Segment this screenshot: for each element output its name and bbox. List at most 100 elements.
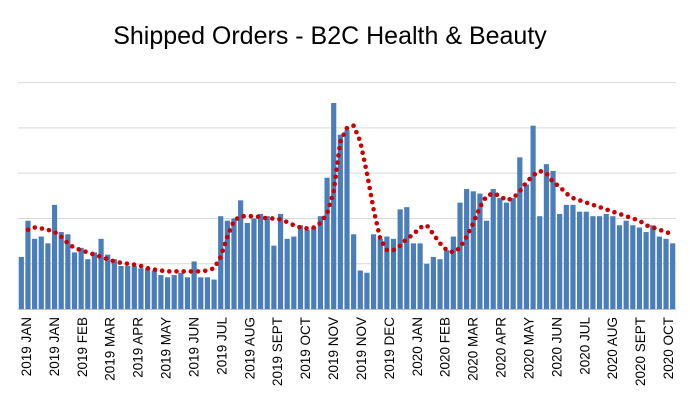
- x-tick-labels: 2019 JAN 2019 JAN 2019 FEB 2019 MAR 2019 APR…: [19, 317, 676, 387]
- bar: [424, 263, 430, 309]
- bar: [125, 265, 131, 309]
- bar: [271, 245, 277, 309]
- trend-point: [297, 224, 302, 230]
- bar: [503, 202, 510, 309]
- trend-point: [565, 192, 570, 197]
- x-tick-label: 2019 OCT: [298, 317, 313, 379]
- bar: [477, 193, 483, 309]
- trend-point: [90, 251, 95, 257]
- trend-point: [527, 176, 532, 182]
- trend-point: [455, 246, 461, 252]
- bar: [331, 103, 337, 309]
- trend-point: [632, 216, 638, 222]
- trend-point: [344, 125, 350, 131]
- trend-point: [332, 181, 337, 187]
- bar: [25, 220, 31, 309]
- trend-point: [360, 150, 365, 155]
- trend-point: [335, 160, 340, 165]
- bar: [138, 268, 144, 309]
- trend-series: [25, 123, 671, 274]
- trend-point: [188, 269, 194, 274]
- trend-point: [354, 129, 359, 135]
- bar: [437, 259, 443, 309]
- bar: [636, 227, 643, 309]
- trend-point: [337, 145, 342, 151]
- trend-point: [372, 213, 378, 219]
- bar: [91, 252, 98, 309]
- bar: [78, 247, 84, 309]
- trend-point: [549, 177, 554, 183]
- bar: [550, 170, 556, 309]
- trend-point: [248, 213, 254, 219]
- bar: [98, 238, 104, 309]
- bar: [224, 220, 230, 309]
- trend-point: [131, 262, 137, 267]
- x-tick-label: 2020 MAY: [521, 317, 536, 379]
- bar: [244, 222, 250, 309]
- trend-point: [612, 209, 617, 215]
- trend-point: [195, 269, 201, 274]
- trend-point: [202, 268, 208, 274]
- bar: [71, 252, 78, 309]
- bar: [171, 275, 177, 309]
- trend-point: [544, 172, 550, 177]
- trend-point: [220, 248, 226, 254]
- bar: [211, 279, 217, 309]
- bar: [164, 277, 171, 309]
- trend-point: [584, 200, 590, 206]
- bar: [337, 134, 343, 309]
- trend-point: [658, 228, 664, 233]
- bar: [543, 164, 549, 309]
- trend-point: [374, 221, 380, 226]
- bar: [264, 216, 270, 309]
- trend-point: [618, 212, 624, 217]
- trend-point: [336, 153, 341, 158]
- trend-point: [605, 207, 610, 213]
- trend-point: [331, 188, 337, 194]
- bar: [231, 218, 237, 309]
- bar: [277, 213, 284, 309]
- bar: [650, 225, 656, 309]
- trend-point: [371, 206, 376, 212]
- bar: [344, 130, 350, 309]
- trend-point: [262, 215, 268, 221]
- trend-point: [283, 219, 289, 224]
- trend-point: [438, 241, 443, 247]
- bar: [583, 211, 589, 309]
- trend-point: [591, 202, 597, 208]
- bar: [145, 268, 151, 309]
- bar: [444, 250, 450, 309]
- x-tick-label: 2019 JUN: [186, 317, 201, 377]
- trend-point: [639, 219, 644, 225]
- bar: [390, 238, 397, 309]
- x-tick-label: 2020 AUG: [605, 317, 620, 379]
- trend-point: [83, 249, 88, 254]
- bar: [131, 265, 137, 309]
- trend-point: [645, 223, 650, 229]
- trend-point: [358, 143, 364, 148]
- bar: [570, 204, 576, 309]
- bar: [38, 236, 44, 309]
- trend-point: [103, 256, 109, 261]
- x-tick-label: 2019 FEB: [75, 317, 90, 377]
- bar: [497, 198, 503, 309]
- trend-point: [59, 234, 64, 240]
- trend-point: [443, 246, 448, 252]
- bar: [351, 234, 357, 309]
- trend-point: [255, 214, 261, 220]
- bar: [603, 213, 609, 309]
- bar: [18, 256, 24, 309]
- trend-point: [532, 171, 538, 177]
- trend-point: [304, 226, 309, 231]
- trend-point: [665, 230, 671, 235]
- x-tick-label: 2020 FEB: [438, 317, 453, 377]
- trend-point: [433, 235, 439, 241]
- x-tick-label: 2020 JUL: [577, 317, 592, 375]
- trend-point: [96, 253, 102, 259]
- trend-point: [110, 258, 116, 264]
- trend-point: [166, 269, 172, 274]
- trend-point: [376, 228, 381, 233]
- trend-point: [384, 247, 390, 253]
- bar: [537, 216, 543, 309]
- trend-point: [361, 157, 367, 163]
